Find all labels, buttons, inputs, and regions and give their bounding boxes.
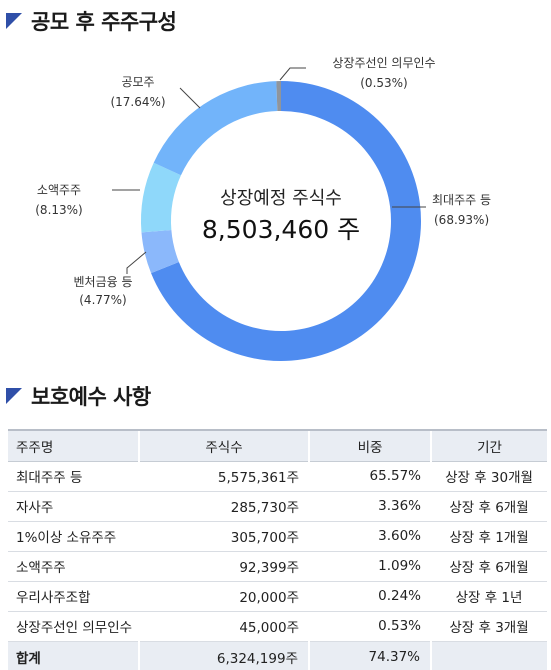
slice-label: 공모주 (121, 75, 154, 89)
cell-period: 상장 후 6개월 (431, 491, 547, 522)
cell-ratio: 3.60% (309, 521, 431, 552)
table-row: 최대주주 등 5,575,361주 65.57% 상장 후 30개월 (8, 461, 547, 492)
slice-percent-label: (4.77%) (79, 293, 126, 307)
section-title-text: 보호예수 사항 (31, 385, 151, 409)
table-row: 우리사주조합 20,000주 0.24% 상장 후 1년 (8, 581, 547, 612)
column-header-holder: 주주명 (8, 429, 139, 462)
cell-period: 상장 후 1년 (431, 581, 547, 612)
slice-label: 최대주주 등 (432, 193, 491, 207)
total-shares: 6,324,199주 (138, 641, 309, 670)
slice-percent-label: (68.93%) (434, 213, 489, 227)
cell-holder: 상장주선인 의무인수 (8, 611, 139, 642)
lockup-table: 주주명 주식수 비중 기간 최대주주 등 5,575,361주 65.57% 상… (8, 429, 547, 670)
donut-slice (141, 162, 181, 233)
cell-shares: 45,000주 (139, 611, 309, 642)
slice-percent-label: (17.64%) (110, 95, 165, 109)
section-title-shareholders: 공모 후 주주구성 (6, 6, 177, 36)
cell-shares: 305,700주 (139, 521, 309, 552)
cell-holder: 우리사주조합 (8, 581, 139, 612)
cell-ratio: 0.53% (309, 611, 431, 642)
cell-holder: 최대주주 등 (8, 461, 139, 492)
table-row: 자사주 285,730주 3.36% 상장 후 6개월 (8, 491, 547, 522)
cell-holder: 1%이상 소유주주 (8, 521, 139, 552)
slice-label: 벤처금융 등 (73, 275, 132, 289)
section-marker-icon (6, 13, 22, 29)
center-label: 상장예정 주식수 (220, 188, 342, 209)
slice-percent-label: (8.13%) (35, 203, 82, 217)
table-header-row: 주주명 주식수 비중 기간 (8, 429, 547, 462)
donut-slice (141, 229, 179, 274)
donut-slice (153, 81, 278, 176)
column-header-ratio: 비중 (308, 429, 431, 462)
column-header-period: 기간 (430, 429, 547, 462)
total-ratio: 74.37% (308, 641, 431, 670)
total-period (430, 641, 547, 670)
table-row: 소액주주 92,399주 1.09% 상장 후 6개월 (8, 551, 547, 582)
donut-slice (276, 81, 281, 112)
cell-period: 상장 후 1개월 (431, 521, 547, 552)
donut-chart: 최대주주 등 (68.93%) 벤처금융 등 (4.77%) 소액주주 (8.13%) 공모… (35, 56, 491, 361)
center-value: 8,503,460 주 (202, 215, 360, 244)
cell-shares: 5,575,361주 (139, 461, 309, 492)
column-header-shares: 주식수 (138, 429, 309, 462)
cell-shares: 285,730주 (139, 491, 309, 522)
slice-percent-label: (0.53%) (360, 76, 407, 90)
leader-line (279, 67, 306, 81)
cell-period: 상장 후 6개월 (431, 551, 547, 582)
cell-ratio: 0.24% (309, 581, 431, 612)
total-label: 합계 (8, 641, 139, 670)
cell-holder: 자사주 (8, 491, 139, 522)
table-total-row: 합계 6,324,199주 74.37% (8, 641, 547, 670)
leader-line (179, 87, 201, 109)
cell-ratio: 1.09% (309, 551, 431, 582)
table-row: 상장주선인 의무인수 45,000주 0.53% 상장 후 3개월 (8, 611, 547, 642)
cell-shares: 20,000주 (139, 581, 309, 612)
cell-period: 상장 후 30개월 (431, 461, 547, 492)
cell-holder: 소액주주 (8, 551, 139, 582)
table-row: 1%이상 소유주주 305,700주 3.60% 상장 후 1개월 (8, 521, 547, 552)
section-title-lockup: 보호예수 사항 (6, 381, 151, 411)
slice-label: 소액주주 (37, 183, 81, 197)
cell-period: 상장 후 3개월 (431, 611, 547, 642)
cell-shares: 92,399주 (139, 551, 309, 582)
cell-ratio: 65.57% (309, 461, 431, 492)
section-marker-icon (6, 388, 22, 404)
slice-label: 상장주선인 의무인수 (332, 56, 435, 70)
leader-line (126, 251, 147, 274)
cell-ratio: 3.36% (309, 491, 431, 522)
section-title-text: 공모 후 주주구성 (31, 10, 177, 34)
